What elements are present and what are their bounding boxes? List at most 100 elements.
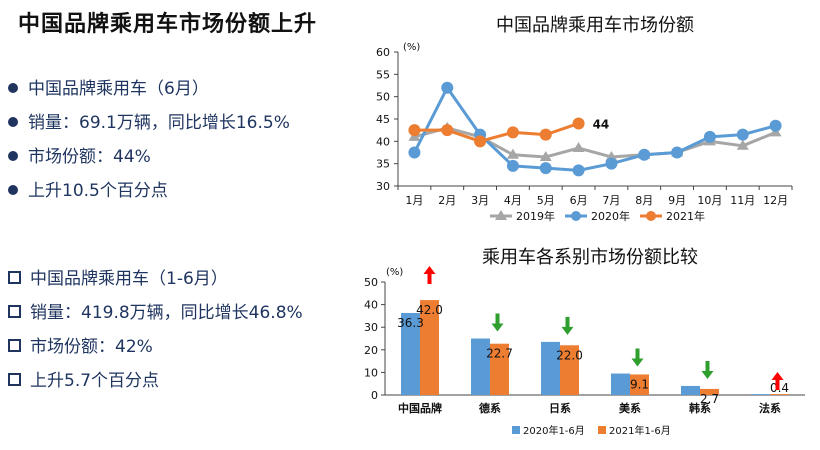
list-item: 中国品牌乘用车（6月） — [8, 72, 290, 106]
bar-chart-y-tick-label: 30 — [364, 321, 378, 334]
line-chart-x-tick-label: 3月 — [471, 194, 489, 207]
list-item: 中国品牌乘用车（1-6月） — [8, 262, 303, 296]
data-point-triangle — [539, 150, 552, 161]
line-chart-y-tick-label: 60 — [376, 46, 390, 59]
bar-2020年1-6月 — [681, 385, 700, 395]
bar-2020年1-6月 — [751, 394, 770, 395]
line-chart-x-tick-label: 6月 — [570, 194, 588, 207]
bullet-text: 销量：419.8万辆，同比增长46.8% — [30, 303, 303, 323]
legend-marker — [571, 211, 581, 221]
bar-chart-y-tick-label: 20 — [364, 344, 378, 357]
legend-swatch — [512, 426, 520, 434]
data-point-circle — [769, 119, 782, 132]
legend-label: 2020年 — [591, 209, 630, 223]
bullet-square-icon — [8, 373, 21, 386]
bar-2020年1-6月 — [401, 312, 420, 395]
bar-chart-x-tick-label: 德系 — [478, 401, 501, 415]
data-point-circle — [408, 124, 421, 137]
bar-chart-y-tick-label: 0 — [371, 389, 378, 402]
june-bullet-list: 中国品牌乘用车（6月） 销量：69.1万辆，同比增长16.5% 市场份额：44%… — [8, 72, 290, 208]
line-chart-y-tick-label: 30 — [376, 180, 390, 193]
legend-marker — [495, 210, 507, 220]
bullet-dot-icon — [8, 185, 18, 195]
line-chart-x-tick-label: 9月 — [668, 194, 686, 207]
bar-2020年1-6月 — [541, 341, 560, 395]
bar-chart-y-unit: (%) — [386, 267, 403, 278]
line-chart-x-tick-label: 1月 — [405, 194, 423, 207]
line-chart-x-tick-label: 10月 — [697, 194, 722, 207]
bar-chart-x-tick-label: 美系 — [619, 401, 641, 415]
line-chart-y-tick-label: 45 — [376, 113, 390, 126]
bar-chart-x-tick-label: 日系 — [549, 401, 571, 415]
bullet-dot-icon — [8, 83, 18, 93]
line-chart-y-unit: (%) — [403, 42, 420, 53]
legend-marker — [646, 211, 656, 221]
data-point-circle — [506, 126, 519, 139]
trend-arrow-down-icon — [561, 316, 574, 335]
data-point-triangle — [506, 148, 519, 159]
line-chart-x-tick-label: 4月 — [504, 194, 522, 207]
list-item: 销量：419.8万辆，同比增长46.8% — [8, 296, 303, 330]
data-point-circle — [736, 128, 749, 141]
bullet-square-icon — [8, 271, 21, 284]
bullet-text: 销量：69.1万辆，同比增长16.5% — [28, 113, 290, 133]
data-point-circle — [539, 162, 552, 175]
trend-arrow-down-icon — [631, 348, 644, 367]
data-point-circle — [671, 146, 684, 159]
data-label: 22.7 — [486, 347, 513, 361]
list-item: 上升5.7个百分点 — [8, 364, 303, 398]
data-point-circle — [605, 157, 618, 170]
series-line-2021年 — [414, 122, 580, 143]
bar-chart-title: 乘用车各系别市场份额比较 — [482, 247, 698, 268]
data-point-circle — [408, 146, 421, 159]
bullet-dot-icon — [8, 151, 18, 161]
data-point-triangle — [605, 150, 618, 161]
bar-2021年1-6月 — [770, 394, 789, 395]
legend-label: 2019年 — [516, 209, 555, 223]
trend-arrow-up-icon — [771, 372, 784, 390]
bar-chart-y-tick-label: 40 — [364, 299, 378, 312]
line-chart-x-tick-label: 11月 — [730, 194, 755, 207]
line-chart-x-tick-label: 5月 — [537, 194, 555, 207]
trend-arrow-down-icon — [701, 360, 714, 379]
bullet-text: 市场份额：42% — [30, 337, 153, 357]
data-label: 36.3 — [397, 316, 424, 330]
bar-2020年1-6月 — [611, 373, 630, 395]
data-label: 42.0 — [416, 303, 443, 317]
data-label: 22.0 — [556, 348, 583, 362]
bullet-text: 上升10.5个百分点 — [28, 181, 168, 201]
data-point-circle — [441, 124, 454, 137]
line-chart-y-tick-label: 40 — [376, 135, 390, 148]
bar-2020年1-6月 — [471, 338, 490, 395]
data-point-circle — [539, 128, 552, 141]
data-label: 2.7 — [700, 392, 719, 406]
line-chart-y-tick-label: 55 — [376, 68, 390, 81]
h1-bullet-list: 中国品牌乘用车（1-6月） 销量：419.8万辆，同比增长46.8% 市场份额：… — [8, 262, 303, 398]
data-label: 44 — [593, 117, 610, 131]
bar-2021年1-6月 — [420, 300, 439, 395]
bar-2021年1-6月 — [700, 388, 719, 395]
series-line-2019年 — [414, 126, 777, 159]
bullet-text: 市场份额：44% — [28, 147, 151, 167]
data-point-circle — [703, 130, 716, 143]
line-chart-x-tick-label: 8月 — [635, 194, 653, 207]
line-chart-y-tick-label: 50 — [376, 91, 390, 104]
legend-label: 2021年1-6月 — [609, 424, 671, 437]
list-item: 市场份额：44% — [8, 140, 290, 174]
bullet-dot-icon — [8, 117, 18, 127]
data-point-circle — [441, 81, 454, 94]
bar-chart-y-tick-label: 50 — [364, 276, 378, 289]
data-label: 9.1 — [630, 377, 649, 391]
list-item: 上升10.5个百分点 — [8, 174, 290, 208]
legend-label: 2020年1-6月 — [523, 424, 585, 437]
bar-chart-x-tick-label: 中国品牌 — [398, 401, 442, 415]
line-chart-x-tick-label: 12月 — [763, 194, 788, 207]
data-point-circle — [638, 148, 651, 161]
bullet-text: 中国品牌乘用车（1-6月） — [30, 269, 228, 289]
bar-2021年1-6月 — [560, 345, 579, 395]
line-chart-title: 中国品牌乘用车市场份额 — [496, 15, 694, 36]
bullet-text: 中国品牌乘用车（6月） — [28, 79, 209, 99]
bullet-square-icon — [8, 339, 21, 352]
legend-swatch — [598, 426, 606, 434]
data-point-triangle — [572, 142, 585, 153]
